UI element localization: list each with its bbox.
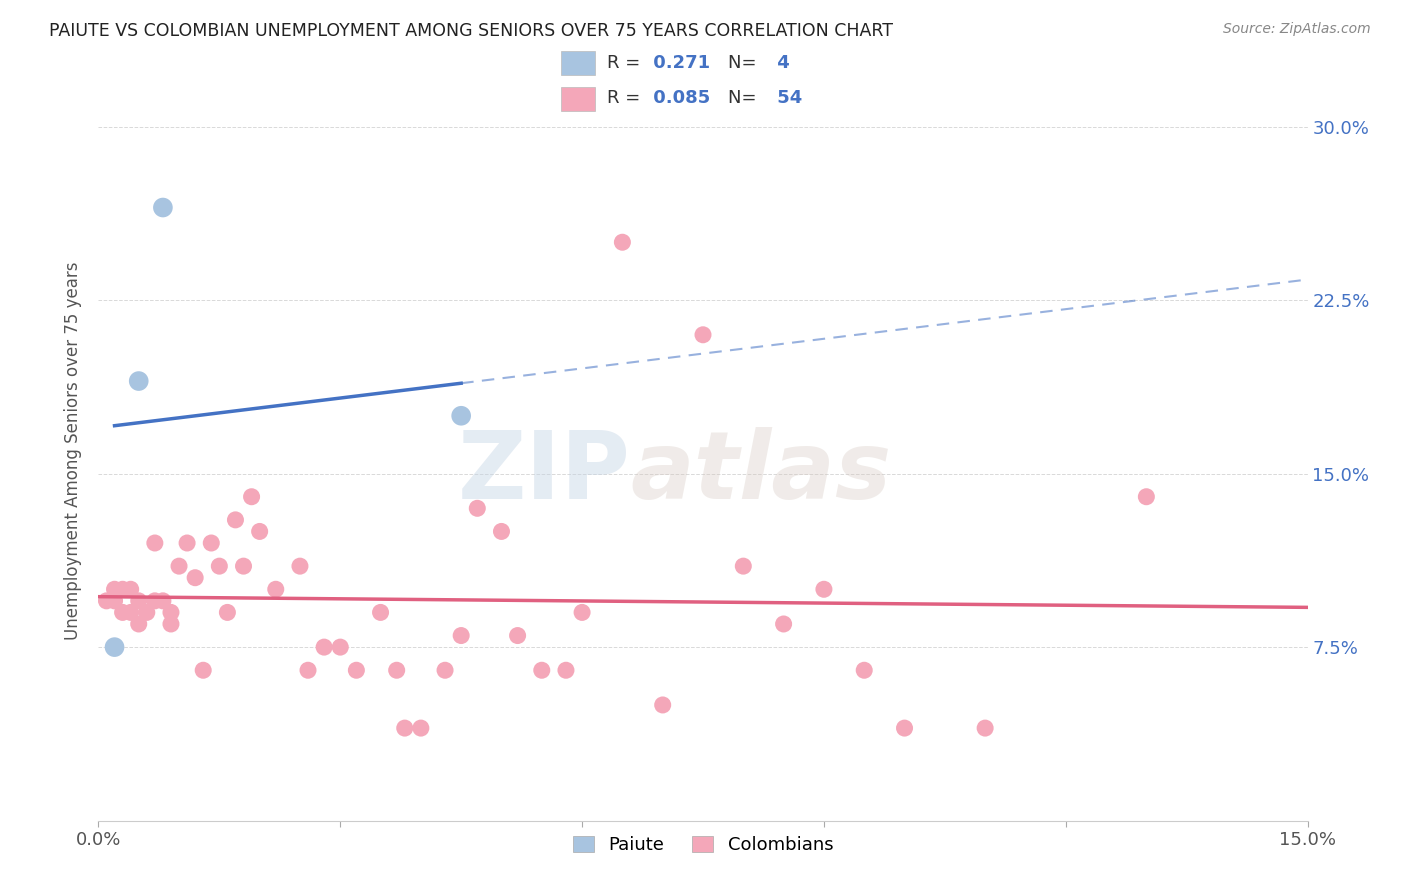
- Point: [813, 582, 835, 597]
- Point: [491, 524, 513, 539]
- Point: [128, 594, 150, 608]
- Point: [152, 594, 174, 608]
- Point: [1135, 490, 1157, 504]
- Point: [297, 663, 319, 677]
- Text: 4: 4: [770, 54, 790, 71]
- Point: [176, 536, 198, 550]
- Point: [450, 409, 472, 423]
- Point: [893, 721, 915, 735]
- Point: [103, 640, 125, 654]
- FancyBboxPatch shape: [561, 87, 595, 111]
- Y-axis label: Unemployment Among Seniors over 75 years: Unemployment Among Seniors over 75 years: [65, 261, 83, 640]
- Point: [167, 559, 190, 574]
- Text: N=: N=: [728, 54, 762, 71]
- Text: N=: N=: [728, 89, 762, 107]
- Point: [434, 663, 457, 677]
- Point: [385, 663, 408, 677]
- Text: Source: ZipAtlas.com: Source: ZipAtlas.com: [1223, 22, 1371, 37]
- Point: [120, 582, 142, 597]
- Point: [651, 698, 673, 712]
- Point: [160, 617, 183, 632]
- FancyBboxPatch shape: [561, 52, 595, 76]
- Point: [329, 640, 352, 654]
- Point: [184, 571, 207, 585]
- Point: [160, 606, 183, 620]
- Point: [103, 582, 125, 597]
- Point: [555, 663, 578, 677]
- Point: [394, 721, 416, 735]
- Point: [772, 617, 794, 632]
- Point: [370, 606, 392, 620]
- Text: R =: R =: [607, 54, 647, 71]
- Point: [96, 594, 118, 608]
- Point: [103, 594, 125, 608]
- Point: [143, 594, 166, 608]
- Point: [111, 606, 134, 620]
- Point: [344, 663, 367, 677]
- Point: [111, 582, 134, 597]
- Point: [571, 606, 593, 620]
- Point: [314, 640, 336, 654]
- Point: [128, 617, 150, 632]
- Text: atlas: atlas: [630, 426, 891, 518]
- Point: [240, 490, 263, 504]
- Point: [612, 235, 634, 250]
- Point: [135, 606, 157, 620]
- Point: [217, 606, 239, 620]
- Point: [288, 559, 311, 574]
- Point: [128, 374, 150, 388]
- Point: [974, 721, 997, 735]
- Point: [692, 327, 714, 342]
- Legend: Paiute, Colombians: Paiute, Colombians: [564, 827, 842, 863]
- Point: [143, 536, 166, 550]
- Point: [409, 721, 432, 735]
- Point: [733, 559, 755, 574]
- Point: [152, 201, 174, 215]
- Point: [224, 513, 246, 527]
- Text: PAIUTE VS COLOMBIAN UNEMPLOYMENT AMONG SENIORS OVER 75 YEARS CORRELATION CHART: PAIUTE VS COLOMBIAN UNEMPLOYMENT AMONG S…: [49, 22, 893, 40]
- Point: [465, 501, 488, 516]
- Point: [208, 559, 231, 574]
- Point: [120, 606, 142, 620]
- Point: [193, 663, 215, 677]
- Point: [450, 628, 472, 642]
- Point: [853, 663, 876, 677]
- Point: [200, 536, 222, 550]
- Point: [506, 628, 529, 642]
- Point: [264, 582, 287, 597]
- Point: [530, 663, 553, 677]
- Point: [249, 524, 271, 539]
- Point: [232, 559, 254, 574]
- Text: 54: 54: [770, 89, 803, 107]
- Text: 0.085: 0.085: [647, 89, 710, 107]
- Text: R =: R =: [607, 89, 647, 107]
- Text: 0.271: 0.271: [647, 54, 710, 71]
- Text: ZIP: ZIP: [457, 426, 630, 518]
